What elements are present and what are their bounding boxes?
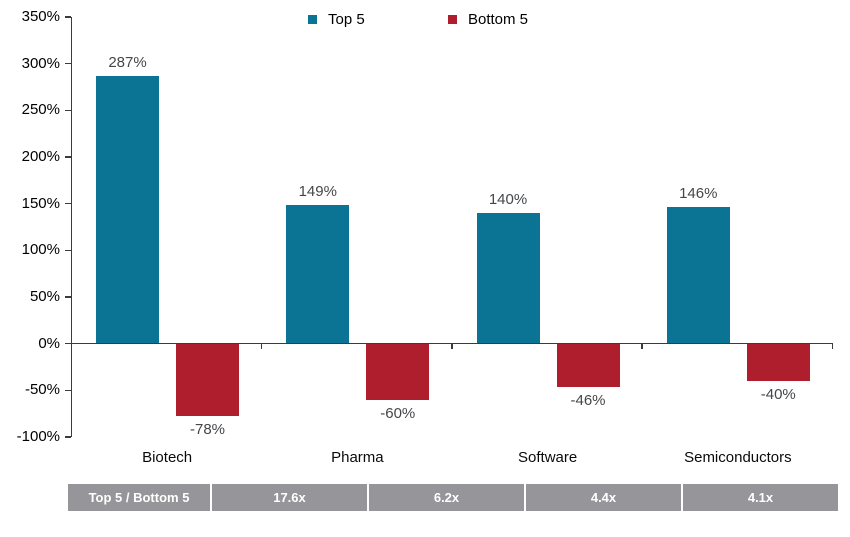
bar-top5-semiconductors (666, 207, 730, 344)
y-axis-tick-label: -100% (16, 428, 60, 445)
ratio-table-value-pharma: 6.2x (369, 484, 524, 511)
category-label-pharma: Pharma (331, 449, 384, 466)
legend-label-top5: Top 5 (328, 10, 365, 28)
y-axis-tick-label: 0% (38, 334, 60, 352)
category-label-software: Software (518, 449, 578, 466)
legend-label-bottom5: Bottom 5 (468, 10, 529, 28)
ratio-table-value-software: 4.4x (526, 484, 681, 511)
y-axis-tick (64, 202, 71, 205)
bar-bottom5-biotech (176, 343, 239, 417)
ratio-table: Top 5 / Bottom 5 17.6x 6.2x 4.4x 4.1x (68, 484, 838, 511)
y-axis-tick-label: 150% (21, 194, 60, 212)
bar-bottom5-software (556, 343, 620, 387)
y-axis-tick-label: 50% (29, 288, 60, 305)
bar-value-label-top5-software: 140% (488, 191, 528, 208)
bar-value-label-bottom5-pharma: -60% (380, 404, 416, 422)
y-axis-tick (64, 342, 71, 345)
y-axis-tick (64, 16, 71, 18)
bar-bottom5-semiconductors (746, 343, 810, 381)
y-axis-tick-label: 250% (21, 101, 60, 119)
ratio-table-row-label: Top 5 / Bottom 5 (68, 484, 210, 511)
bar-bottom5-pharma (366, 343, 430, 400)
bar-value-label-top5-pharma: 149% (298, 182, 337, 200)
x-axis-line (72, 342, 833, 345)
y-axis-tick-label: 350% (21, 8, 60, 25)
y-axis-tick (64, 296, 71, 298)
bar-value-label-top5-semiconductors: 146% (679, 185, 718, 203)
bar-top5-software (476, 213, 540, 344)
legend-item-bottom5: Bottom 5 (448, 9, 528, 29)
y-axis-tick (64, 109, 71, 112)
y-axis-tick (64, 62, 71, 65)
bar-value-label-bottom5-semiconductors: -40% (760, 386, 796, 403)
y-axis-tick (64, 156, 71, 158)
bar-value-label-bottom5-software: -46% (570, 391, 606, 409)
y-axis-tick (64, 249, 71, 252)
bar-top5-pharma (286, 204, 350, 344)
legend-item-top5: Top 5 (308, 9, 365, 29)
category-label-semiconductors: Semiconductors (684, 449, 792, 466)
y-axis-tick-label: 300% (21, 54, 60, 72)
y-axis-tick (64, 436, 71, 438)
legend-swatch-top5-icon (308, 14, 317, 24)
x-axis-tick (451, 343, 453, 349)
y-axis-tick-label: 100% (21, 241, 60, 259)
y-axis-tick (64, 389, 71, 392)
ratio-table-value-semiconductors: 4.1x (683, 484, 838, 511)
x-axis-tick (641, 343, 643, 349)
category-label-biotech: Biotech (142, 449, 193, 466)
legend-swatch-bottom5-icon (448, 14, 457, 24)
y-axis-tick-label: -50% (24, 381, 60, 399)
y-axis-line (70, 17, 72, 437)
x-axis-tick (831, 343, 833, 349)
ratio-table-value-biotech: 17.6x (212, 484, 367, 511)
bar-value-label-top5-biotech: 287% (108, 53, 147, 71)
bar-top5-biotech (96, 75, 159, 344)
bar-value-label-bottom5-biotech: -78% (189, 421, 226, 439)
y-axis-tick-label: 200% (21, 148, 60, 165)
x-axis-tick (260, 343, 263, 349)
